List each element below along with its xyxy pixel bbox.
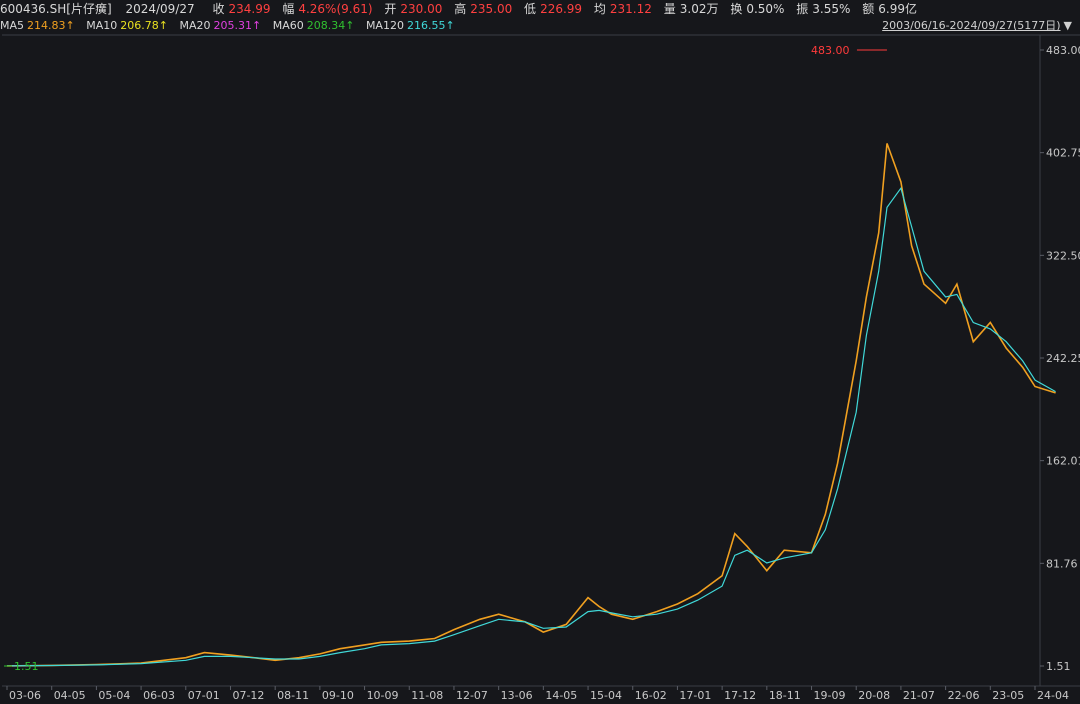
- volume-value: 3.02万: [679, 2, 719, 16]
- min-annotation-label: 1.51: [14, 660, 39, 673]
- open-value: 230.00: [400, 2, 443, 16]
- high-label: 高: [454, 2, 467, 16]
- open-label: 开: [384, 2, 397, 16]
- change-value: 4.26%(9.61): [298, 2, 373, 16]
- y-tick-label: 242.25: [1046, 352, 1080, 365]
- series-line-ma120: [6, 186, 1056, 667]
- x-tick-label: 24-04: [1037, 689, 1069, 702]
- low-label: 低: [524, 2, 537, 16]
- ma60-value: 208.34↑: [306, 19, 355, 32]
- x-tick-label: 17-01: [679, 689, 711, 702]
- low-value: 226.99: [540, 2, 583, 16]
- series-line-ma5: [6, 143, 1056, 667]
- y-tick-label: 1.51: [1046, 660, 1071, 673]
- amount-value: 6.99亿: [878, 2, 917, 16]
- x-tick-label: 07-01: [188, 689, 220, 702]
- ma120-value: 216.55↑: [406, 19, 455, 32]
- ma-legend: MA5 214.83↑ MA10 206.78↑ MA20 205.31↑ MA60 2…: [0, 18, 880, 34]
- quote-date: 2024/09/27: [125, 2, 195, 16]
- amount-label: 额: [862, 2, 875, 16]
- x-tick-label: 12-07: [456, 689, 488, 702]
- max-annotation-label: 483.00: [811, 44, 850, 57]
- x-tick-label: 20-08: [858, 689, 890, 702]
- ma10-label: MA10: [86, 19, 118, 32]
- quote-info-bar: 600436.SH[片仔癀] 2024/09/27 收 234.99 幅 4.26%…: [0, 0, 1080, 18]
- y-tick-label: 322.50: [1046, 249, 1080, 262]
- turnover-value: 0.50%: [746, 2, 785, 16]
- close-label: 收: [212, 2, 225, 16]
- x-tick-label: 22-06: [948, 689, 980, 702]
- x-tick-label: 08-11: [277, 689, 309, 702]
- x-tick-label: 09-10: [322, 689, 354, 702]
- x-tick-label: 04-05: [54, 689, 86, 702]
- avg-label: 均: [593, 2, 606, 16]
- ma20-label: MA20: [179, 19, 211, 32]
- x-tick-label: 21-07: [903, 689, 935, 702]
- avg-value: 231.12: [609, 2, 652, 16]
- ma120-label: MA120: [365, 19, 404, 32]
- x-tick-label: 14-05: [545, 689, 577, 702]
- x-tick-label: 16-02: [635, 689, 667, 702]
- x-tick-label: 06-03: [143, 689, 175, 702]
- amplitude-value: 3.55%: [812, 2, 851, 16]
- ma5-label: MA5: [0, 19, 25, 32]
- high-value: 235.00: [470, 2, 513, 16]
- x-tick-label: 03-06: [9, 689, 41, 702]
- y-tick-label: 81.76: [1046, 557, 1078, 570]
- y-tick-label: 483.00: [1046, 44, 1080, 57]
- x-tick-label: 13-06: [501, 689, 533, 702]
- stock-symbol[interactable]: 600436.SH[片仔癀]: [0, 2, 112, 16]
- y-tick-label: 162.01: [1046, 455, 1080, 468]
- change-label: 幅: [282, 2, 295, 16]
- x-tick-label: 05-04: [98, 689, 130, 702]
- x-tick-label: 07-12: [232, 689, 264, 702]
- ma20-value: 205.31↑: [213, 19, 262, 32]
- volume-label: 量: [663, 2, 676, 16]
- close-value: 234.99: [228, 2, 271, 16]
- amplitude-label: 振: [796, 2, 809, 16]
- x-tick-label: 15-04: [590, 689, 622, 702]
- ma10-value: 206.78↑: [120, 19, 168, 32]
- ma5-value: 214.83↑: [27, 19, 75, 32]
- ma60-label: MA60: [272, 19, 304, 32]
- turnover-label: 换: [730, 2, 743, 16]
- x-tick-label: 17-12: [724, 689, 756, 702]
- y-tick-label: 402.75: [1046, 147, 1080, 160]
- x-tick-label: 11-08: [411, 689, 443, 702]
- x-tick-label: 18-11: [769, 689, 801, 702]
- date-range-text[interactable]: 2003/06/16-2024/09/27(5177日): [882, 19, 1061, 32]
- date-range-selector[interactable]: 2003/06/16-2024/09/27(5177日) ▼: [882, 18, 1072, 34]
- x-tick-label: 19-09: [814, 689, 846, 702]
- x-tick-label: 10-09: [367, 689, 399, 702]
- x-tick-label: 23-05: [992, 689, 1024, 702]
- dropdown-triangle-icon[interactable]: ▼: [1063, 19, 1072, 32]
